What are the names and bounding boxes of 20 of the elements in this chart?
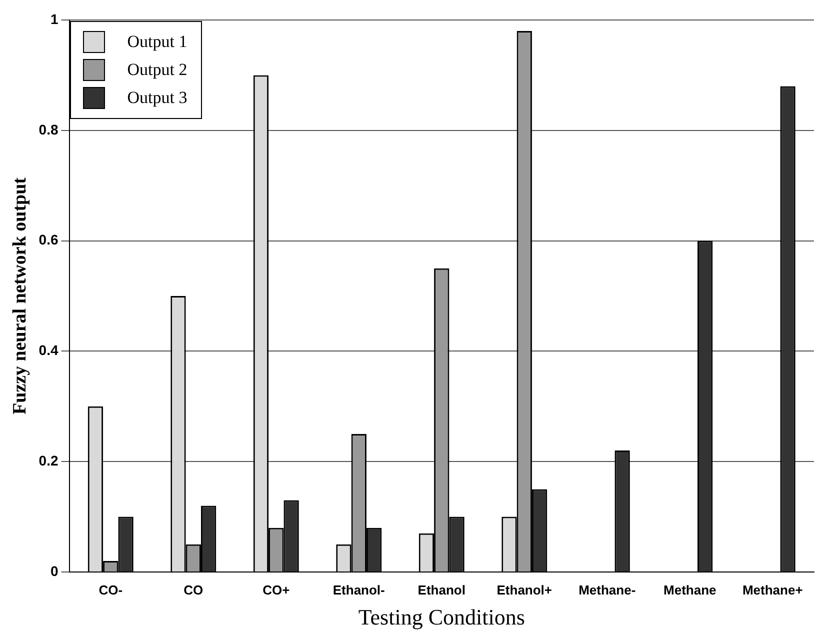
- y-tick-label: 0.6: [38, 232, 58, 248]
- x-tick-label: Ethanol-: [332, 582, 385, 598]
- y-tick-label: 0.8: [38, 121, 58, 138]
- y-tick-label: 0.2: [38, 452, 58, 468]
- x-tick-label: Ethanol+: [496, 582, 552, 598]
- x-axis-title: Testing Conditions: [358, 604, 525, 630]
- y-tick-label: 0.4: [38, 342, 58, 358]
- x-tick-label: Methane-: [578, 582, 636, 598]
- legend-label: Output 1: [127, 32, 188, 52]
- y-tick-label: 0: [50, 562, 58, 579]
- x-tick-label: Methane+: [742, 582, 804, 598]
- legend-label: Output 2: [127, 60, 188, 80]
- legend-label: Output 3: [127, 88, 188, 108]
- x-tick-label: CO+: [262, 582, 290, 598]
- y-tick-label: 1: [50, 10, 58, 27]
- y-axis-title: Fuzzy neural network output: [9, 176, 30, 414]
- x-tick-label: CO-: [98, 582, 123, 598]
- x-tick-label: CO: [184, 582, 204, 598]
- x-tick-label: Methane: [664, 582, 716, 598]
- x-tick-label: Ethanol: [418, 582, 466, 598]
